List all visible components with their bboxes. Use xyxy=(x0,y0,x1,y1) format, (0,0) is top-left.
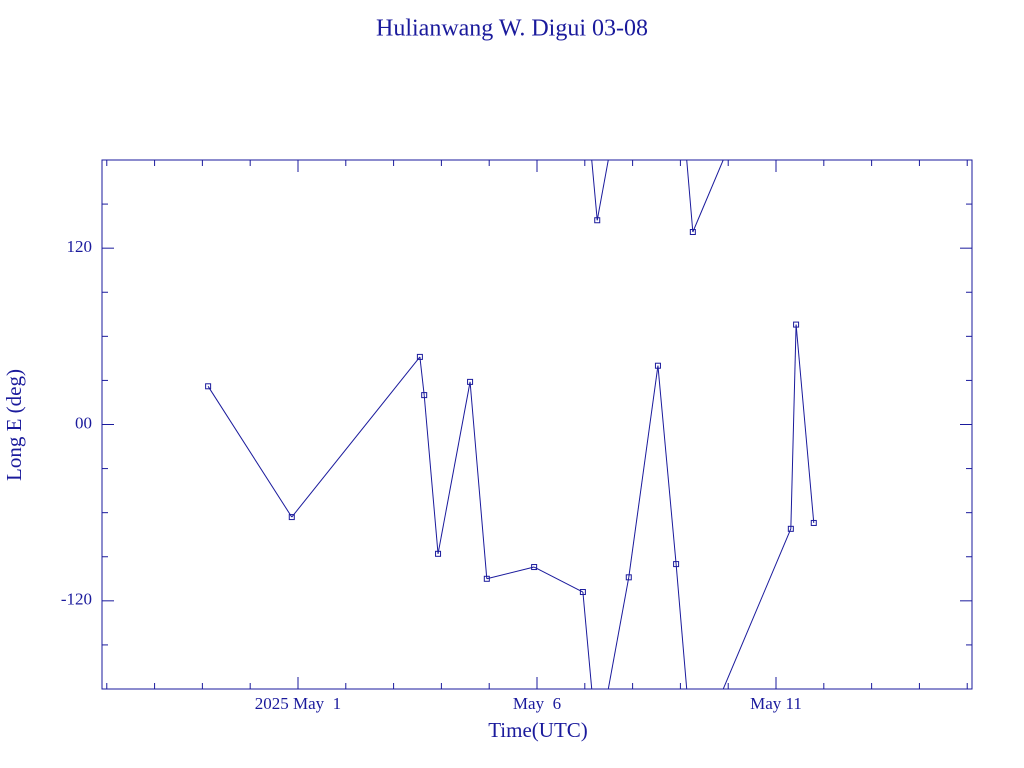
data-point xyxy=(579,589,586,596)
line-segment xyxy=(607,577,630,689)
data-point xyxy=(793,321,800,328)
y-tick-label: 120 xyxy=(67,237,93,256)
plot-area xyxy=(205,160,817,689)
line-segment xyxy=(437,381,471,554)
data-point xyxy=(288,514,295,521)
line-segment xyxy=(790,324,797,529)
data-point xyxy=(421,392,428,399)
data-point xyxy=(654,362,661,369)
y-tick-label: -120 xyxy=(61,590,92,609)
chart-title: Hulianwang W. Digui 03-08 xyxy=(376,16,648,42)
x-axis-label: Time(UTC) xyxy=(488,718,588,742)
line-segment xyxy=(469,381,488,579)
line-segment xyxy=(591,160,598,221)
line-segment xyxy=(533,566,584,593)
line-segment xyxy=(795,324,815,523)
line-segment xyxy=(486,566,535,580)
line-segment xyxy=(582,591,593,689)
line-segment xyxy=(419,356,425,396)
x-tick-label: 2025 May 1 xyxy=(255,694,341,713)
data-point xyxy=(673,561,680,568)
line-segment xyxy=(675,564,688,689)
line-segment xyxy=(596,160,609,221)
data-point xyxy=(435,550,442,557)
data-point xyxy=(689,229,696,236)
data-point xyxy=(205,383,212,390)
line-segment xyxy=(291,356,421,518)
data-point xyxy=(531,564,538,571)
data-point xyxy=(483,575,490,582)
data-point xyxy=(625,574,632,581)
line-segment xyxy=(692,160,724,233)
line-segment xyxy=(722,528,792,689)
data-point xyxy=(467,378,474,385)
line-segment xyxy=(686,160,694,233)
y-axis-label: Long E (deg) xyxy=(2,369,26,481)
line-segment xyxy=(657,365,677,565)
data-point xyxy=(810,519,817,526)
x-tick-label: May 6 xyxy=(513,694,561,713)
x-tick-label: May 11 xyxy=(750,694,802,713)
data-point xyxy=(787,525,794,532)
line-segment xyxy=(207,386,293,518)
y-tick-label: 00 xyxy=(75,413,92,432)
data-point xyxy=(416,353,423,360)
data-point xyxy=(594,217,601,224)
line-segment xyxy=(628,365,659,578)
line-segment xyxy=(423,395,439,554)
